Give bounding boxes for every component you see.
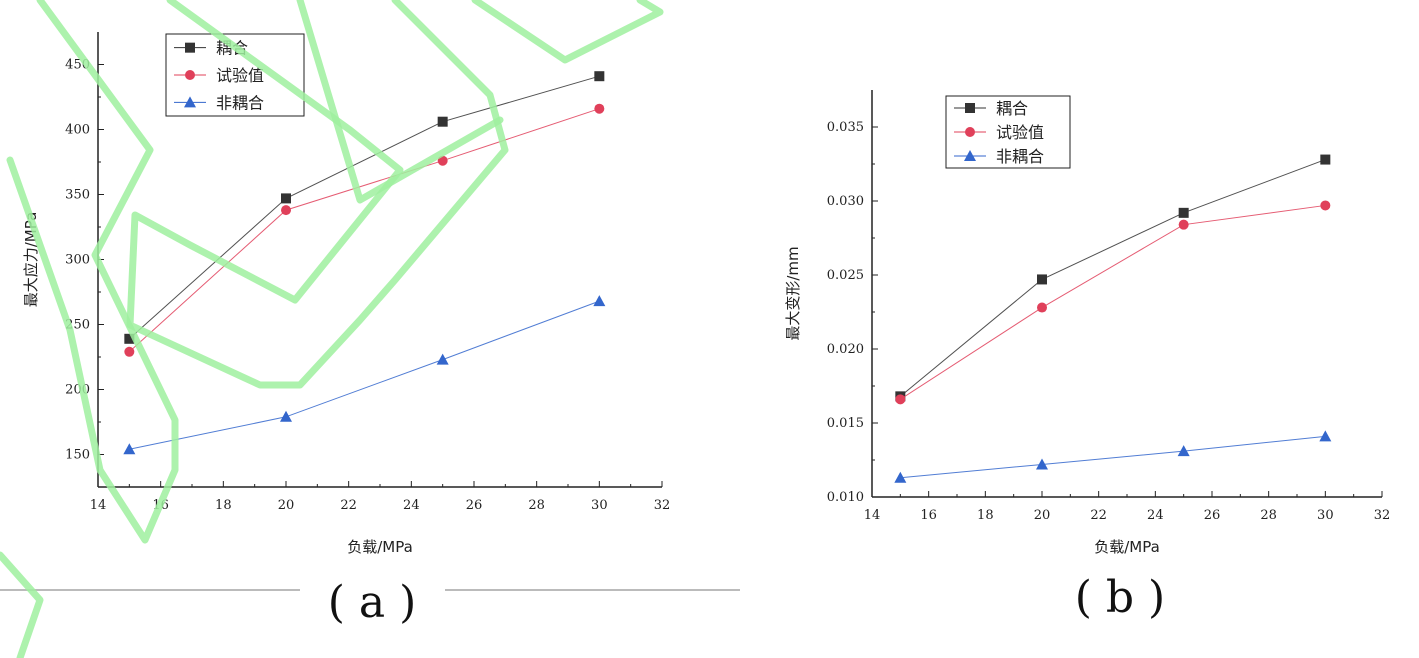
series-line xyxy=(128,75,600,340)
data-point xyxy=(281,205,291,216)
data-point xyxy=(1037,274,1047,285)
data-point xyxy=(1177,445,1190,457)
legend-marker xyxy=(965,127,975,137)
caption-b: ( b ) xyxy=(1075,572,1165,623)
x-axis-title: 负载/MPa xyxy=(347,538,413,556)
watermark-stroke xyxy=(471,0,664,64)
watermark-stroke xyxy=(296,0,504,204)
legend-label: 非耦合 xyxy=(996,147,1044,166)
x-tick-label: 14 xyxy=(864,508,881,523)
legend-label: 耦合 xyxy=(996,99,1028,118)
data-point xyxy=(280,410,292,422)
legend-label: 试验值 xyxy=(996,123,1044,142)
x-tick-label: 30 xyxy=(1317,508,1334,523)
x-tick-label: 24 xyxy=(1147,508,1164,523)
y-tick-label: 0.035 xyxy=(827,120,864,135)
data-point xyxy=(1178,207,1189,218)
x-tick-label: 32 xyxy=(654,498,671,513)
y-tick-label: 350 xyxy=(65,188,90,203)
data-point xyxy=(124,333,135,344)
y-tick-label: 0.010 xyxy=(827,490,864,505)
x-tick-label: 18 xyxy=(977,508,994,523)
x-axis-title: 负载/MPa xyxy=(1094,538,1160,556)
data-point xyxy=(436,353,449,365)
data-point xyxy=(895,394,906,405)
series-line xyxy=(900,435,1326,479)
x-tick-label: 14 xyxy=(90,498,107,513)
data-point xyxy=(1320,154,1331,165)
x-tick-label: 18 xyxy=(215,498,232,513)
y-tick-label: 400 xyxy=(65,123,90,138)
x-tick-label: 22 xyxy=(1090,508,1107,523)
legend-label: 试验值 xyxy=(216,66,264,85)
y-tick-label: 150 xyxy=(65,448,90,463)
watermark-overlay xyxy=(0,0,664,658)
data-point xyxy=(894,471,907,483)
x-tick-label: 22 xyxy=(340,498,357,513)
watermark-stroke xyxy=(6,0,179,544)
data-point xyxy=(123,443,136,455)
data-point xyxy=(1320,200,1331,211)
x-tick-label: 20 xyxy=(278,498,295,513)
watermark-stroke xyxy=(126,0,509,389)
series-line xyxy=(128,108,600,353)
x-tick-label: 16 xyxy=(920,508,937,523)
legend-marker xyxy=(184,96,196,108)
y-axis-title: 最大变形/mm xyxy=(784,246,802,340)
x-tick-label: 24 xyxy=(403,498,420,513)
x-tick-label: 20 xyxy=(1034,508,1051,523)
data-point xyxy=(594,103,605,114)
y-tick-label: 300 xyxy=(65,253,90,268)
y-tick-label: 0.030 xyxy=(827,194,864,209)
series-line xyxy=(900,204,1326,400)
x-tick-label: 28 xyxy=(1260,508,1277,523)
legend-marker xyxy=(185,42,195,53)
data-point xyxy=(1319,430,1332,442)
y-tick-label: 0.020 xyxy=(827,342,864,357)
data-point xyxy=(1037,302,1047,313)
data-point xyxy=(1178,219,1189,230)
y-tick-label: 0.015 xyxy=(827,416,864,431)
legend-label: 非耦合 xyxy=(216,93,264,112)
data-point xyxy=(437,116,448,127)
watermark-stroke xyxy=(0,551,44,658)
caption-a: ( a ) xyxy=(328,577,417,628)
x-tick-label: 32 xyxy=(1374,508,1391,523)
x-tick-label: 26 xyxy=(1204,508,1221,523)
data-point xyxy=(281,193,291,204)
x-tick-label: 26 xyxy=(466,498,483,513)
data-point xyxy=(594,71,605,82)
data-point xyxy=(124,346,135,357)
y-tick-label: 0.025 xyxy=(827,268,864,283)
data-point xyxy=(1036,458,1048,470)
data-point xyxy=(593,295,606,307)
series-line xyxy=(900,159,1326,397)
legend-marker xyxy=(964,150,976,161)
x-tick-label: 28 xyxy=(528,498,545,513)
legend-marker xyxy=(965,103,975,113)
x-tick-label: 30 xyxy=(591,498,608,513)
chart-b: 14 16 18 20 22 24 26 28 30 32 0.010 0.015 0.020 0.025… xyxy=(784,90,1390,556)
legend-marker xyxy=(185,70,195,80)
series-line xyxy=(129,300,600,450)
